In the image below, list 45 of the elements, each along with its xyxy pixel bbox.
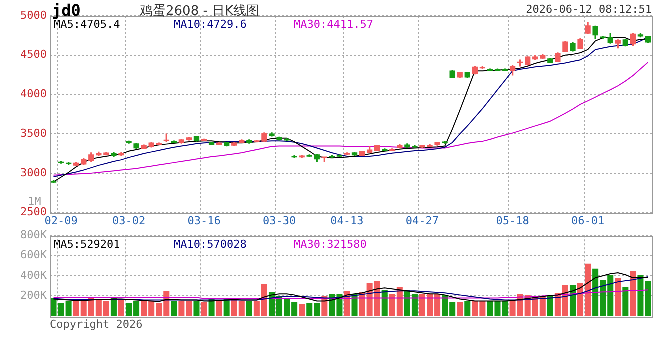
y-tick-label: 400K [20, 268, 48, 282]
y-tick-label: 3500 [20, 126, 47, 140]
x-tick-label: 06-01 [571, 214, 605, 228]
bar [502, 301, 508, 316]
text: Copyright 2026 [50, 318, 143, 332]
bar [457, 302, 464, 316]
y-tick-label: 4000 [20, 88, 47, 101]
text: MA10:570028 [174, 238, 247, 251]
x-tick-label: 05-18 [496, 214, 530, 228]
y-tick-label: 600K [20, 248, 48, 262]
bar [201, 302, 208, 316]
y-tick-label: 2500 [20, 206, 47, 219]
bar [630, 270, 636, 316]
bar [622, 287, 629, 316]
bar [171, 301, 178, 316]
x-tick-label: 04-27 [406, 214, 440, 228]
text: 1M [28, 194, 42, 208]
text: MA30:321580 [294, 238, 367, 251]
annotation: 2026-06-12 08:12:51 [526, 3, 652, 16]
bar [382, 290, 388, 316]
text: MA5:4705.4 [54, 18, 120, 31]
bar [224, 299, 230, 316]
text: MA10:4729.6 [174, 18, 247, 31]
bar [246, 301, 252, 316]
x-tick-label: 03-16 [188, 214, 221, 228]
y-tick-label: 5000 [20, 8, 47, 22]
bar [615, 278, 622, 316]
y-tick-label: 800K [20, 228, 48, 242]
chart-subtitle: jd0 [52, 1, 81, 20]
bar [110, 298, 117, 316]
bar [464, 301, 471, 316]
text: MA5:529201 [54, 238, 120, 251]
y-tick-label: 200K [20, 289, 48, 302]
x-tick-label: 02-09 [44, 214, 78, 228]
bar [216, 301, 222, 316]
bar [194, 301, 200, 316]
text: MA30:4411.57 [294, 18, 374, 31]
y-tick-label: 4500 [20, 48, 47, 62]
x-tick-label: 04-13 [330, 214, 364, 228]
bar [118, 299, 124, 316]
y-tick-label: 3000 [20, 166, 47, 180]
bar [299, 304, 306, 316]
x-tick-label: 03-02 [112, 214, 146, 228]
chart-title: 鸡蛋2608 - 日K线图 [140, 3, 260, 20]
x-tick-label: 03-30 [262, 214, 296, 228]
